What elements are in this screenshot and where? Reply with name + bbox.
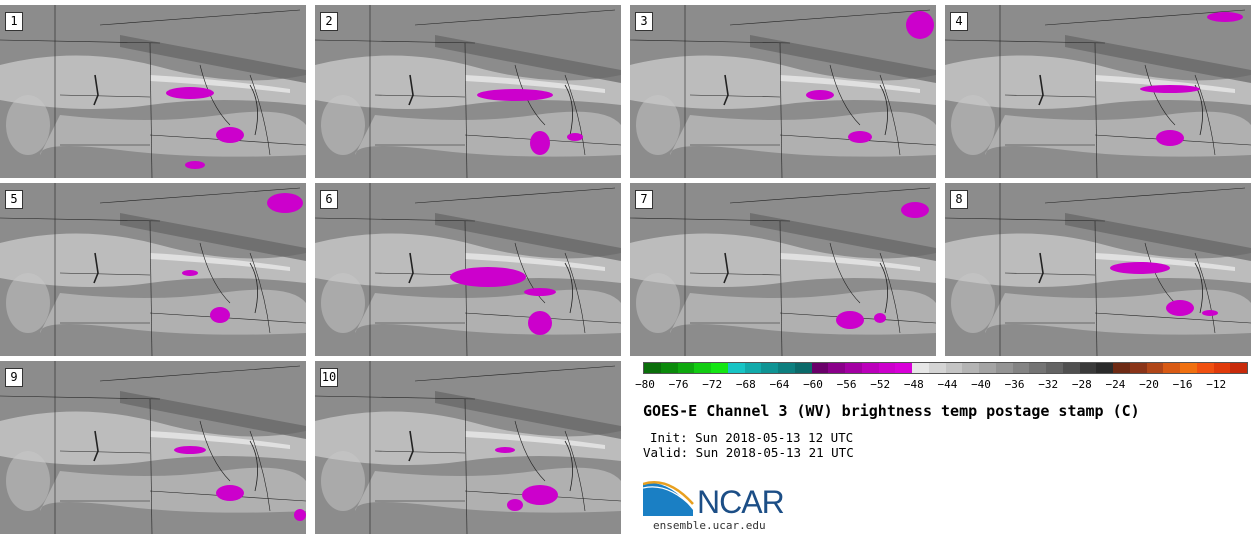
map-panel: 8: [945, 183, 1251, 356]
water-vapor-map: [630, 183, 936, 356]
colorbar-segment: [727, 363, 745, 373]
colorbar-tick-label: −56: [836, 378, 857, 391]
colorbar-tick-label: −48: [903, 378, 924, 391]
map-panel: 9: [0, 361, 306, 534]
colorbar-segment: [1012, 363, 1030, 373]
colorbar-tick-label: −68: [735, 378, 756, 391]
colorbar-segment: [744, 363, 762, 373]
colorbar-tick-label: −44: [937, 378, 958, 391]
panel-number: 6: [320, 190, 338, 209]
colorbar-segment: [677, 363, 695, 373]
colorbar-tick-label: −16: [1172, 378, 1193, 391]
panel-number: 8: [950, 190, 968, 209]
colorbar-tick-label: −36: [1004, 378, 1025, 391]
colorbar-tick-label: −64: [769, 378, 790, 391]
site-url: ensemble.ucar.edu: [653, 519, 766, 532]
colorbar-segment: [1213, 363, 1231, 373]
map-panel: 4: [945, 5, 1251, 178]
colorbar-segment: [1196, 363, 1214, 373]
colorbar-segment: [811, 363, 829, 373]
init-time: Init: Sun 2018-05-13 12 UTC: [650, 430, 854, 445]
colorbar-segment: [1230, 363, 1247, 373]
colorbar-segment: [861, 363, 879, 373]
colorbar-tick-label: −76: [668, 378, 689, 391]
map-panel: 7: [630, 183, 936, 356]
panel-number: 9: [5, 368, 23, 387]
figure-title: GOES-E Channel 3 (WV) brightness temp po…: [643, 402, 1140, 420]
panel-number: 7: [635, 190, 653, 209]
colorbar-segment: [1146, 363, 1164, 373]
colorbar-segment: [1163, 363, 1180, 373]
colorbar-tick-label: −28: [1071, 378, 1092, 391]
water-vapor-map: [945, 5, 1251, 178]
colorbar-segment: [644, 363, 661, 373]
colorbar-segment: [1062, 363, 1080, 373]
map-panel: 5: [0, 183, 306, 356]
panel-number: 2: [320, 12, 338, 31]
colorbar-segment: [945, 363, 963, 373]
colorbar-segment: [1079, 363, 1097, 373]
colorbar-tick-label: −80: [635, 378, 655, 391]
map-panel: 3: [630, 5, 936, 178]
colorbar-segment: [711, 363, 728, 373]
water-vapor-map: [0, 183, 306, 356]
water-vapor-map: [315, 5, 621, 178]
panel-number: 1: [5, 12, 23, 31]
map-panel: 10: [315, 361, 621, 534]
water-vapor-map: [315, 183, 621, 356]
panel-number: 10: [320, 368, 338, 387]
panel-number: 4: [950, 12, 968, 31]
water-vapor-map: [945, 183, 1251, 356]
colorbar-tick-label: −32: [1038, 378, 1059, 391]
colorbar-segment: [761, 363, 778, 373]
colorbar-tick-label: −12: [1206, 378, 1227, 391]
colorbar-segment: [660, 363, 678, 373]
ncar-logo-icon: [643, 481, 694, 516]
colorbar-segment: [794, 363, 812, 373]
map-panel: 1: [0, 5, 306, 178]
colorbar-segment: [895, 363, 912, 373]
colorbar-segment: [828, 363, 845, 373]
valid-time: Valid: Sun 2018-05-13 21 UTC: [643, 445, 854, 460]
colorbar-ticks: −80 −76 −72 −68 −64 −60 −56 −52 −48 −44 −40 −36 −32−…: [635, 378, 1248, 392]
colorbar-segment: [1180, 363, 1197, 373]
colorbar-segment: [778, 363, 795, 373]
colorbar-segment: [962, 363, 979, 373]
colorbar-segment: [1129, 363, 1147, 373]
colorbar-segment: [1046, 363, 1063, 373]
water-vapor-map: [315, 361, 621, 534]
colorbar-segment: [1029, 363, 1046, 373]
colorbar-tick-label: −24: [1105, 378, 1126, 391]
map-panel: 6: [315, 183, 621, 356]
logo-text: NCAR: [697, 484, 785, 520]
colorbar-segment: [979, 363, 996, 373]
colorbar-tick-label: −20: [1139, 378, 1159, 391]
colorbar-tick-label: −40: [971, 378, 991, 391]
map-panel: 2: [315, 5, 621, 178]
colorbar-segment: [878, 363, 896, 373]
colorbar-tick-label: −72: [702, 378, 723, 391]
colorbar-segment: [995, 363, 1013, 373]
colorbar-segment: [928, 363, 946, 373]
colorbar-segment: [912, 363, 929, 373]
water-vapor-map: [0, 5, 306, 178]
colorbar-segment: [1113, 363, 1130, 373]
panel-number: 5: [5, 190, 23, 209]
colorbar-segment: [694, 363, 711, 373]
colorbar-segment: [845, 363, 862, 373]
colorbar-tick-label: −60: [803, 378, 823, 391]
panel-number: 3: [635, 12, 653, 31]
water-vapor-map: [630, 5, 936, 178]
colorbar-tick-label: −52: [870, 378, 891, 391]
water-vapor-map: [0, 361, 306, 534]
colorbar: [643, 362, 1248, 374]
colorbar-segment: [1096, 363, 1113, 373]
